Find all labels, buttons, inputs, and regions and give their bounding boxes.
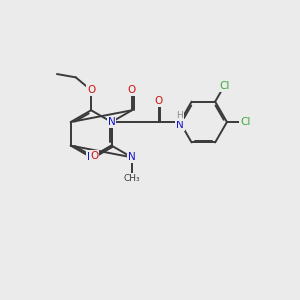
Text: H: H (176, 111, 183, 120)
Text: N: N (128, 152, 136, 162)
Text: N: N (108, 117, 116, 127)
Text: O: O (87, 85, 95, 95)
Text: CH₃: CH₃ (124, 174, 140, 183)
Text: Cl: Cl (240, 117, 250, 127)
Text: O: O (154, 96, 163, 106)
Text: O: O (128, 85, 136, 95)
Text: Cl: Cl (219, 81, 230, 91)
Text: N: N (176, 120, 184, 130)
Text: N: N (87, 152, 95, 162)
Text: O: O (90, 151, 98, 160)
